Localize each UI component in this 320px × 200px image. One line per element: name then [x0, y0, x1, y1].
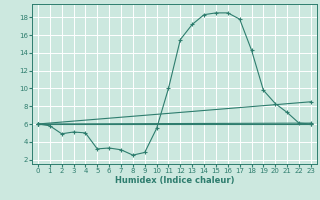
X-axis label: Humidex (Indice chaleur): Humidex (Indice chaleur): [115, 176, 234, 185]
